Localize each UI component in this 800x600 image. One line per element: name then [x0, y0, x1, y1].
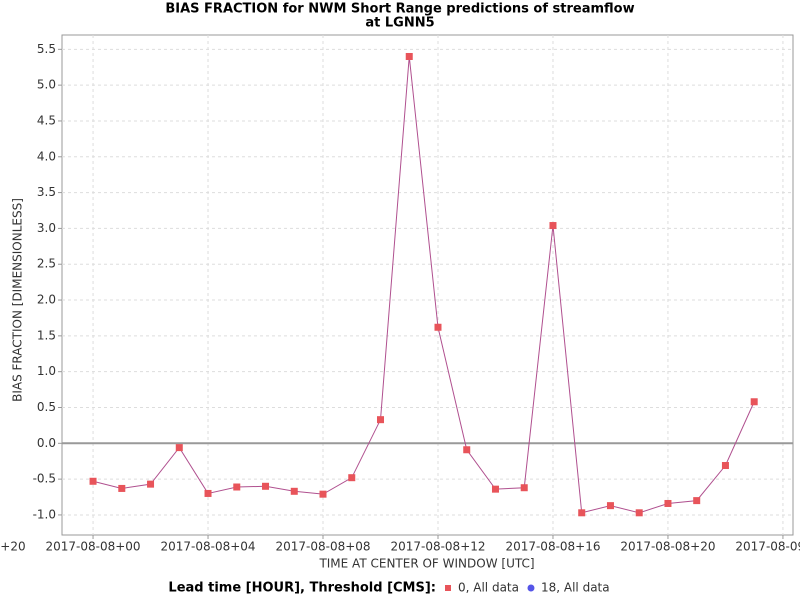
x-tick-label: 2017-08-08+08: [275, 540, 370, 554]
point: [405, 52, 413, 60]
y-tick-label: 0.5: [37, 400, 56, 414]
point: [89, 477, 97, 485]
y-tick-label: 1.0: [37, 364, 56, 378]
point: [175, 444, 183, 452]
point: [491, 485, 499, 493]
y-tick-label: -1.0: [33, 507, 56, 521]
point: [635, 509, 643, 517]
y-tick-label: 4.5: [37, 113, 56, 127]
x-tick-label: 2017-08-09+00: [735, 540, 800, 554]
x-axis-label: TIME AT CENTER OF WINDOW [UTC]: [318, 557, 534, 571]
point: [693, 497, 701, 505]
point: [750, 398, 758, 406]
y-tick-label: 3.0: [37, 221, 56, 235]
point: [434, 323, 442, 331]
y-tick-label: 1.5: [37, 328, 56, 342]
legend-swatch: [527, 584, 535, 592]
chart-title: BIAS FRACTION for NWM Short Range predic…: [165, 2, 634, 17]
point: [233, 483, 241, 491]
y-tick-label: 2.5: [37, 257, 56, 271]
point: [721, 462, 729, 470]
y-axis-label: BIAS FRACTION [DIMENSIONLESS]: [11, 198, 25, 402]
y-tick-label: 2.0: [37, 293, 56, 307]
point: [290, 487, 298, 495]
y-tick-label: 3.5: [37, 185, 56, 199]
x-tick-label: 2017-08-08+04: [160, 540, 255, 554]
legend-label: 18, All data: [541, 581, 610, 595]
point: [262, 482, 270, 490]
point: [348, 474, 356, 482]
legend-label: 0, All data: [458, 581, 519, 595]
x-tick-label: 2017-08-08+20: [620, 540, 715, 554]
x-tick-label: 2017-08-08+00: [46, 540, 141, 554]
legend-title: Lead time [HOUR], Threshold [CMS]:: [168, 581, 436, 596]
point: [319, 490, 327, 498]
y-tick-label: 0.0: [37, 436, 56, 450]
series-line: [92, 56, 755, 514]
y-tick-label: 4.0: [37, 149, 56, 163]
chart-subtitle: at LGNN5: [365, 16, 434, 31]
point: [578, 509, 586, 517]
point: [549, 222, 557, 230]
y-tick-label: 5.0: [37, 78, 56, 92]
point: [204, 489, 212, 497]
point: [118, 484, 126, 492]
x-tick-label: 2017-08-08+12: [390, 540, 485, 554]
point: [377, 416, 385, 424]
plot-area: [61, 34, 794, 536]
point: [520, 484, 528, 492]
point: [664, 499, 672, 507]
y-tick-label: -0.5: [33, 472, 56, 486]
x-tick-label: 2017-08-08+16: [505, 540, 600, 554]
point: [147, 480, 155, 488]
legend-swatch: [445, 585, 451, 591]
point: [606, 502, 614, 510]
point: [463, 446, 471, 454]
y-tick-label: 5.5: [37, 42, 56, 56]
x-tick-label: 2017-08-07+20: [0, 540, 26, 554]
